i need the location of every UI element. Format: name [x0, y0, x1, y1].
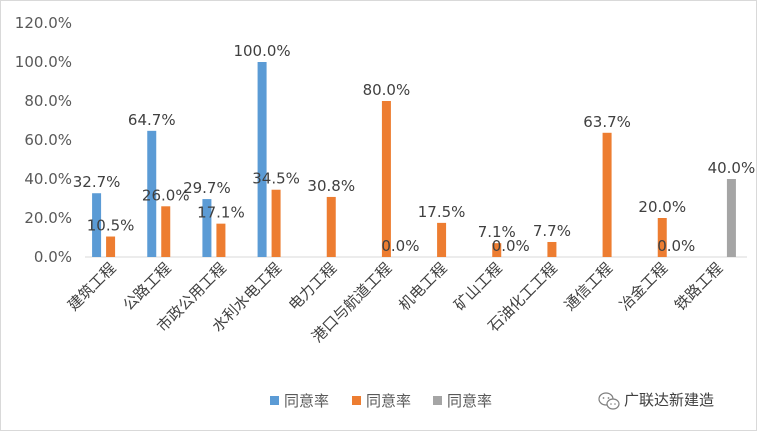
data-label: 29.7%: [183, 179, 231, 197]
legend-swatch: [270, 396, 279, 405]
watermark: 广联达新建造: [598, 391, 714, 410]
data-label: 80.0%: [363, 81, 411, 99]
data-label: 7.7%: [533, 222, 571, 240]
data-label: 40.0%: [708, 159, 756, 177]
legend: 同意率 同意率 同意率: [270, 392, 492, 410]
data-label: 0.0%: [381, 237, 419, 255]
data-label: 63.7%: [583, 113, 631, 131]
x-tick-label: 机电工程: [395, 259, 450, 314]
bar: [106, 236, 116, 257]
x-tick-label: 通信工程: [561, 259, 616, 314]
legend-label: 同意率: [366, 392, 411, 410]
data-label: 32.7%: [73, 173, 121, 191]
x-tick-label: 矿山工程: [450, 259, 505, 314]
data-label: 0.0%: [657, 237, 695, 255]
y-tick-label: 0.0%: [34, 248, 72, 266]
data-label: 10.5%: [87, 217, 135, 235]
bar: [657, 218, 667, 257]
y-tick-label: 20.0%: [24, 209, 72, 227]
data-label: 34.5%: [252, 170, 300, 188]
bars: [92, 62, 736, 257]
data-label: 100.0%: [233, 42, 290, 60]
bar: [602, 132, 612, 257]
data-label: 20.0%: [638, 198, 686, 216]
y-tick-label: 120.0%: [15, 14, 72, 32]
bar: [92, 193, 102, 257]
legend-swatch: [352, 396, 361, 405]
data-label: 64.7%: [128, 111, 176, 129]
data-label: 17.1%: [197, 204, 245, 222]
bar: [726, 179, 736, 257]
y-tick-label: 100.0%: [15, 53, 72, 71]
watermark-text: 广联达新建造: [624, 391, 714, 409]
bar: [271, 189, 281, 257]
wechat-icon: [598, 392, 620, 410]
x-tick-label: 建筑工程: [64, 259, 119, 314]
legend-label: 同意率: [284, 392, 329, 410]
bar: [437, 222, 447, 257]
bar: [161, 206, 171, 257]
bar: [216, 223, 226, 257]
data-label: 17.5%: [418, 203, 466, 221]
y-axis: 0.0% 20.0% 40.0% 60.0% 80.0% 100.0% 120.0%: [15, 14, 747, 266]
x-tick-label: 冶金工程: [616, 259, 671, 314]
data-label: 26.0%: [142, 186, 190, 204]
bar: [547, 241, 557, 257]
bar: [381, 101, 391, 257]
bar: [492, 243, 502, 257]
bar: [147, 130, 157, 257]
bar: [326, 196, 336, 257]
x-tick-label: 公路工程: [119, 259, 174, 314]
bar: [257, 62, 267, 257]
y-tick-label: 80.0%: [24, 92, 72, 110]
data-label: 30.8%: [307, 177, 355, 195]
x-tick-label: 铁路工程: [671, 259, 726, 314]
legend-label: 同意率: [447, 392, 492, 410]
x-tick-label: 电力工程: [285, 259, 340, 314]
bar: [202, 199, 212, 257]
legend-swatch: [433, 396, 442, 405]
data-label: 7.1%: [478, 223, 516, 241]
y-tick-label: 60.0%: [24, 131, 72, 149]
y-tick-label: 40.0%: [24, 170, 72, 188]
data-labels: 32.7% 64.7% 29.7% 100.0% 10.5% 26.0% 17.1% 34.5…: [73, 42, 755, 255]
data-label: 0.0%: [492, 237, 530, 255]
